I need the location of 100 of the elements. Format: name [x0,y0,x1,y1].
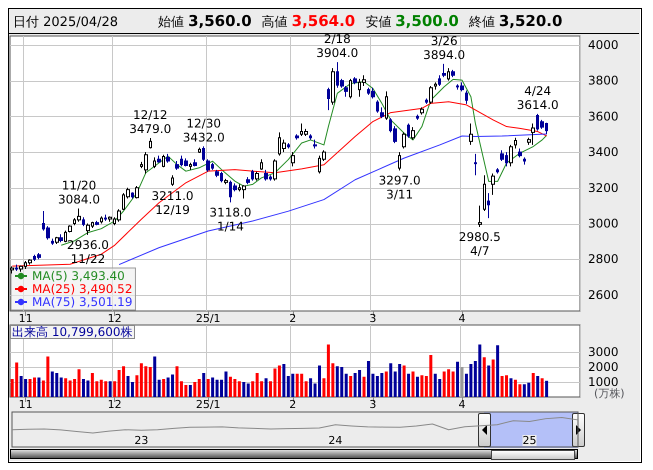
candlestick [469,123,473,146]
y-tick-label: 2800 [588,252,619,266]
bar [278,366,281,397]
bar [487,366,490,397]
bar [291,374,294,397]
candlestick [491,173,495,196]
y-tick-label: 1000 [588,375,619,389]
candlestick [100,216,103,224]
candlestick [171,174,174,186]
annotation: 2980.5 4/7 [458,230,501,258]
bar [166,378,170,397]
bar [242,382,246,397]
candlestick [95,220,99,226]
candlestick [166,153,170,164]
bar [206,379,210,397]
bar [442,372,446,397]
candlestick [474,153,477,176]
bar [460,367,464,397]
bar [309,378,312,397]
candlestick [402,132,406,149]
text: 終値 3,520.0 [468,12,562,30]
candlestick [251,169,254,182]
bar [389,363,392,397]
bar [162,379,166,397]
bar [46,356,50,397]
candlestick [295,134,299,140]
y-tick-label: 3200 [588,180,619,195]
bar [318,366,321,397]
x-tick-label: 2 [289,398,296,411]
candlestick [255,171,259,182]
bar [416,376,419,397]
bar [55,373,58,397]
candlestick [184,158,188,167]
y-tick-label: 4000 [588,38,619,52]
bar [500,376,504,397]
bar [148,367,152,397]
candlestick [523,156,526,166]
bar [384,372,388,397]
candlestick [420,106,424,116]
bar [509,378,512,397]
bar [496,345,500,397]
candlestick [287,142,290,149]
candlestick [153,156,156,169]
candlestick [487,192,490,219]
candlestick [447,68,450,82]
annotation: 2/18 3904.0 [316,32,358,60]
candlestick [104,214,107,222]
bar [434,374,437,397]
bar [478,344,482,397]
x-tick-label: 11 [18,398,33,411]
bar [108,381,112,397]
bar [407,374,410,397]
x-tick-label: 25/1 [196,312,221,325]
candlestick [242,184,246,199]
candlestick [380,106,384,119]
chart-title: 出来高 10,799,600株 [12,325,133,339]
candlestick [416,114,419,120]
candlestick [131,192,134,199]
candlestick [434,82,437,90]
line-series [118,134,548,266]
candlestick [157,155,161,164]
bar [540,378,544,397]
candlestick [82,216,85,227]
candlestick [514,137,517,149]
candlestick [460,82,464,92]
x-tick-label: 4 [458,398,466,411]
candlestick [19,264,23,272]
candlestick [135,186,139,199]
candlestick [465,90,468,104]
annotation: 3/26 3894.0 [423,34,466,62]
bar [32,378,36,397]
annotation: 12/12 3479.0 [129,108,172,136]
bar [20,376,23,397]
bar [380,373,384,397]
candlestick [483,174,486,212]
bar [456,362,460,397]
bar [429,355,432,397]
candlestick [327,87,330,111]
legend-label: MA(25) 3,490.52 [32,282,132,296]
bar [527,382,530,397]
bar [100,380,103,397]
candlestick [37,252,41,260]
candlestick [198,147,201,154]
bar [264,378,268,397]
candlestick [425,98,428,104]
candlestick [331,68,335,106]
y-tick-label: 3800 [588,74,619,88]
candlestick [202,146,205,162]
x-tick-label: 4 [458,312,466,325]
candlestick [349,78,352,99]
text: 安値 3,500.0 [365,12,459,30]
text: 高値 3,564.0 [262,12,356,30]
chart-title: 日付 2025/04/28 [13,15,118,30]
bar [545,380,548,397]
candlestick [224,178,228,185]
y-tick-label: 3000 [588,216,619,230]
bar [64,378,68,397]
x-tick-label: 24 [328,434,342,447]
candlestick [291,152,295,167]
y-tick-label: 2000 [588,360,619,374]
